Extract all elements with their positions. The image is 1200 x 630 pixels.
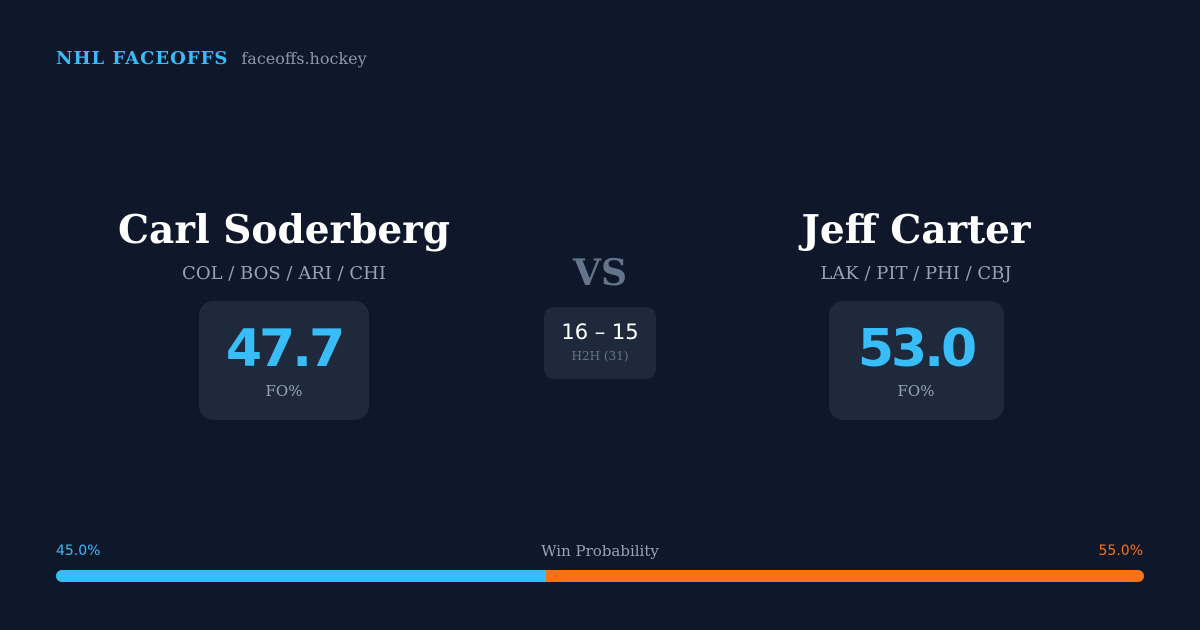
- player-right-fo-value: 53.0: [857, 319, 977, 379]
- player-right-fo-label: FO%: [897, 382, 935, 400]
- player-right-name: Jeff Carter: [801, 207, 1031, 253]
- brand-domain: faceoffs.hockey: [241, 49, 367, 68]
- player-left-name: Carl Soderberg: [118, 207, 450, 253]
- h2h-label: H2H (31): [571, 349, 629, 363]
- player-left-fo-label: FO%: [265, 382, 303, 400]
- win-prob-title: Win Probability: [541, 542, 659, 560]
- brand-header: NHL FACEOFFS faceoffs.hockey: [56, 48, 367, 69]
- player-right-stat-card: 53.0 FO%: [828, 301, 1004, 420]
- player-left-stat-card: 47.7 FO%: [199, 301, 369, 420]
- player-left-fo-value: 47.7: [225, 319, 345, 379]
- player-left-teams: COL / BOS / ARI / CHI: [182, 263, 386, 284]
- player-right-teams: LAK / PIT / PHI / CBJ: [820, 263, 1012, 284]
- vs-label: VS: [573, 252, 627, 294]
- win-prob-bar-left-fill: [56, 570, 546, 582]
- h2h-score: 16 – 15: [561, 320, 639, 344]
- brand-name: NHL FACEOFFS: [56, 48, 229, 69]
- player-left-panel: Carl Soderberg COL / BOS / ARI / CHI 47.…: [74, 204, 494, 420]
- player-right-panel: Jeff Carter LAK / PIT / PHI / CBJ 53.0 F…: [706, 204, 1126, 420]
- win-prob-left-label: 45.0%: [56, 543, 101, 559]
- h2h-card: 16 – 15 H2H (31): [544, 307, 656, 379]
- win-prob-bar-right-fill: [545, 570, 1144, 582]
- win-prob-right-label: 55.0%: [1098, 543, 1143, 559]
- win-prob-bar: [56, 570, 1144, 582]
